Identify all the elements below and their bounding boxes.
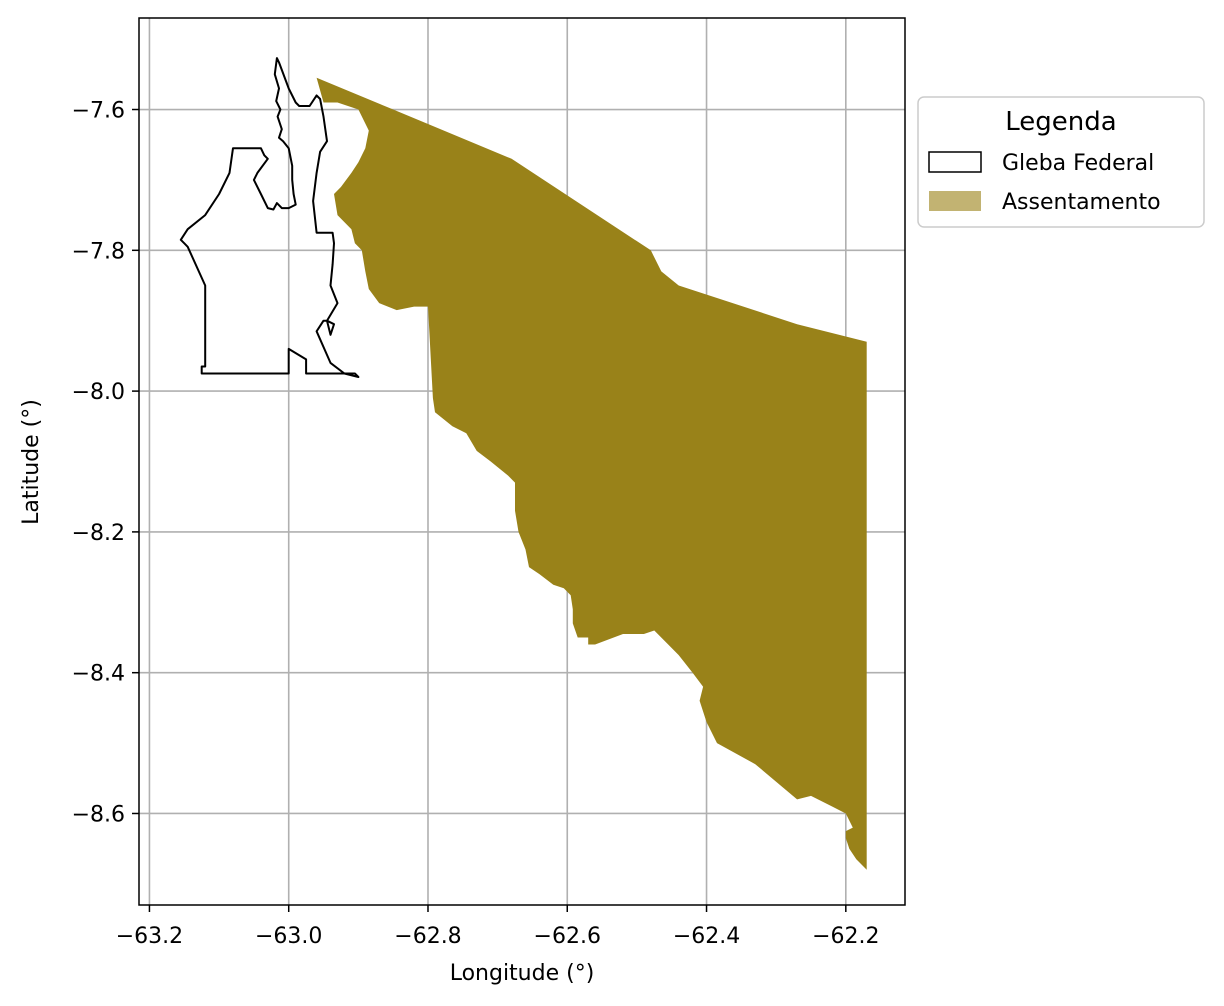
x-tick-label: −62.2	[812, 924, 879, 949]
y-tick-label: −8.4	[72, 662, 125, 687]
map-layers	[179, 57, 867, 870]
legend-title: Legenda	[1005, 107, 1116, 137]
y-tick-label: −8.0	[72, 380, 125, 405]
plot-frame	[138, 17, 906, 906]
legend-gleba-federal-swatch	[928, 151, 982, 173]
x-tick-label: −63.2	[116, 924, 183, 949]
legend: Legenda Gleba Federal Assentamento	[917, 96, 1205, 228]
y-tick-label: −8.6	[72, 802, 125, 827]
assentamento-area	[316, 77, 867, 870]
gleba-federal-outline	[179, 57, 360, 378]
legend-box	[917, 96, 1205, 228]
x-axis-label: Longitude (°)	[450, 961, 595, 986]
x-tick-label: −62.8	[394, 924, 461, 949]
y-tick-label: −7.6	[72, 99, 125, 124]
x-tick-label: −63.0	[255, 924, 322, 949]
x-axis-ticks: −63.2 −63.0 −62.8 −62.6 −62.4 −62.2	[116, 905, 880, 949]
x-tick-label: −62.4	[673, 924, 740, 949]
legend-entry-assentamento: Assentamento	[1002, 190, 1161, 215]
y-tick-label: −7.8	[72, 239, 125, 264]
y-axis-ticks: −7.6 −7.8 −8.0 −8.2 −8.4 −8.6	[72, 99, 139, 827]
legend-entry-gleba-federal: Gleba Federal	[1002, 151, 1154, 176]
y-tick-label: −8.2	[72, 521, 125, 546]
legend-assentamento-swatch	[929, 191, 981, 211]
y-axis-label: Latitude (°)	[19, 399, 44, 525]
x-tick-label: −62.6	[534, 924, 601, 949]
